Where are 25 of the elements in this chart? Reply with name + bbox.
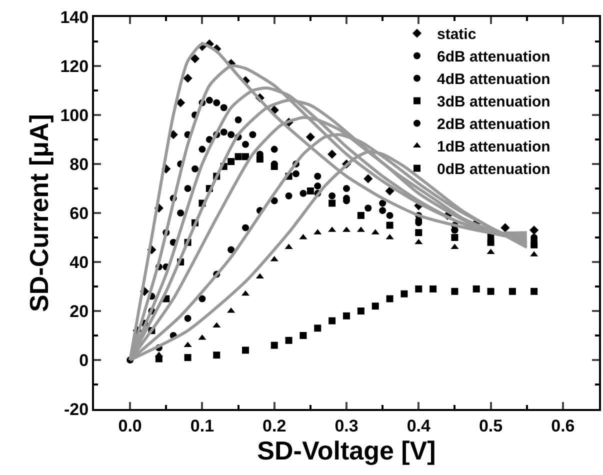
y-axis-title: SD-Current [μA] [24, 114, 54, 312]
y-tick-label: 120 [60, 56, 89, 76]
x-tick-label: 0.5 [478, 416, 503, 436]
legend-label: 6dB attenuation [437, 48, 550, 66]
x-tick-label: 0.2 [262, 416, 286, 436]
x-tick-label: 0.1 [190, 416, 214, 436]
y-tick-label: 60 [70, 204, 89, 223]
y-tick-label: 140 [60, 8, 89, 27]
y-tick-label: 20 [70, 302, 89, 321]
legend-label: 0dB attenuation [437, 161, 550, 178]
x-tick-label: 0.4 [406, 416, 431, 436]
legend-label: 1dB attenuation [437, 138, 550, 156]
legend-label: 3dB attenuation [437, 94, 550, 111]
x-tick-label: 0.6 [551, 416, 575, 436]
legend-label: 2dB attenuation [437, 116, 550, 134]
x-axis-title: SD-Voltage [V] [257, 435, 436, 466]
y-tick-label: 0 [79, 350, 89, 370]
y-tick-label: 40 [70, 252, 89, 272]
x-tick-label: 0.3 [334, 416, 358, 436]
legend-label: static [437, 26, 476, 44]
x-tick-label: 0.0 [118, 416, 142, 436]
y-tick-label: -20 [64, 400, 89, 419]
y-tick-label: 100 [60, 106, 89, 125]
y-tick-label: 80 [70, 154, 89, 174]
legend-label: 4dB attenuation [437, 71, 550, 88]
